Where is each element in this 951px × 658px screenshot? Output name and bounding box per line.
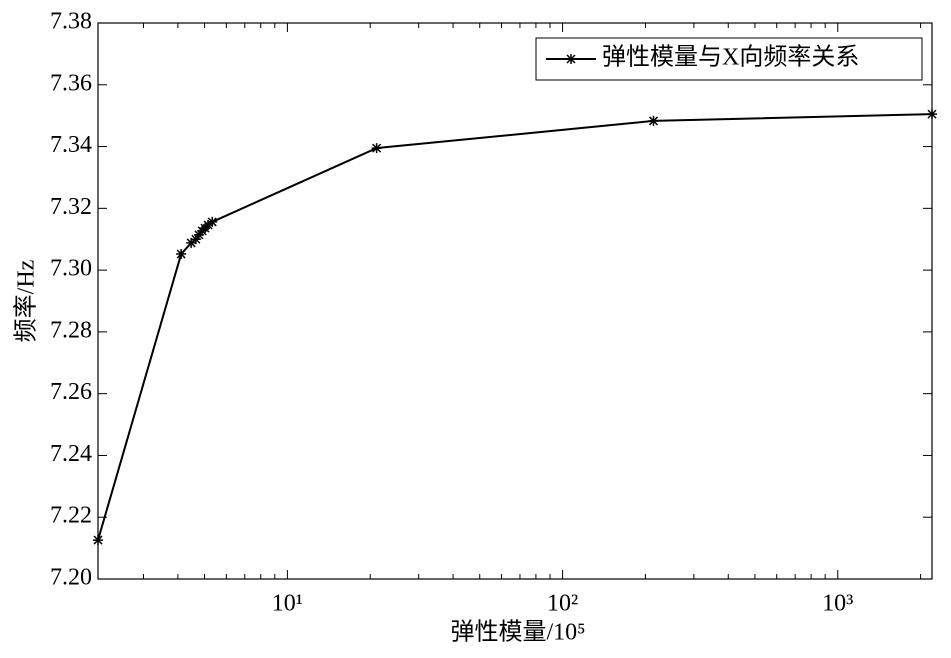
data-point xyxy=(648,115,659,126)
plot-frame xyxy=(97,22,933,580)
data-point xyxy=(371,143,382,154)
y-tick-label: 7.30 xyxy=(50,256,92,282)
y-tick-label: 7.20 xyxy=(50,565,92,591)
data-point xyxy=(93,535,103,546)
y-tick-label: 7.38 xyxy=(50,9,92,35)
data-point xyxy=(176,249,187,260)
y-tick-label: 7.36 xyxy=(50,70,92,96)
legend-marker xyxy=(566,54,576,64)
x-tick-label: 10³ xyxy=(822,591,853,617)
y-tick-label: 7.32 xyxy=(50,194,92,220)
y-axis-label: 频率/Hz xyxy=(13,260,40,343)
data-point xyxy=(207,216,218,227)
y-tick-label: 7.34 xyxy=(50,132,92,158)
x-axis-label: 弹性模量/10⁵ xyxy=(450,619,585,646)
y-tick-label: 7.22 xyxy=(50,503,92,529)
y-tick-label: 7.26 xyxy=(50,379,92,405)
x-tick-label: 10¹ xyxy=(272,591,303,617)
y-tick-label: 7.28 xyxy=(50,317,92,343)
data-point xyxy=(190,234,201,245)
data-point xyxy=(186,237,197,248)
legend-box xyxy=(535,37,923,81)
legend-label: 弹性模量与X向频率关系 xyxy=(602,44,859,71)
x-tick-label: 10² xyxy=(547,591,578,617)
y-tick-label: 7.24 xyxy=(50,441,92,467)
data-point xyxy=(927,109,937,120)
